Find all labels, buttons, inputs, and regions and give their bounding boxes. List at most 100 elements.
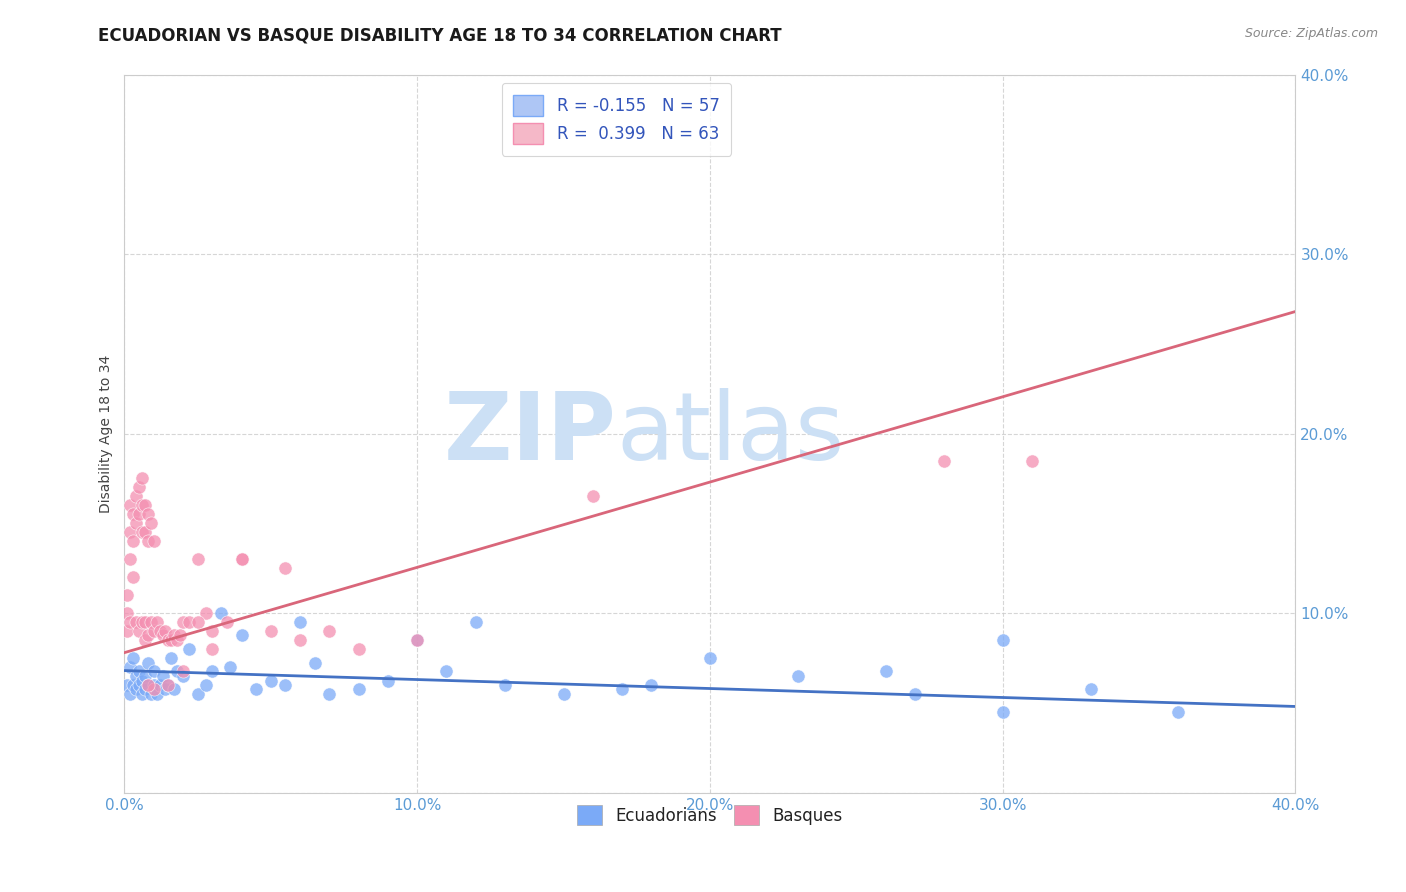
Point	[120, 615, 142, 629]
Point	[260, 624, 283, 638]
Point	[131, 471, 153, 485]
Point	[134, 615, 156, 629]
Point	[172, 615, 194, 629]
Point	[122, 651, 145, 665]
Text: Source: ZipAtlas.com: Source: ZipAtlas.com	[1244, 27, 1378, 40]
Point	[231, 552, 253, 566]
Point	[201, 624, 224, 638]
Point	[209, 606, 232, 620]
Point	[177, 642, 200, 657]
Point	[436, 664, 458, 678]
Point	[131, 615, 153, 629]
Point	[136, 678, 159, 692]
Point	[117, 606, 139, 620]
Point	[139, 615, 162, 629]
Point	[201, 642, 224, 657]
Point	[187, 615, 209, 629]
Point	[128, 480, 150, 494]
Point	[122, 534, 145, 549]
Point	[131, 525, 153, 540]
Point	[172, 664, 194, 678]
Point	[347, 681, 370, 696]
Point	[274, 561, 297, 575]
Point	[160, 651, 183, 665]
Point	[125, 490, 148, 504]
Point	[377, 674, 399, 689]
Point	[318, 624, 340, 638]
Point	[152, 669, 174, 683]
Point	[122, 570, 145, 584]
Point	[117, 588, 139, 602]
Point	[120, 499, 142, 513]
Point	[117, 624, 139, 638]
Point	[166, 633, 188, 648]
Point	[201, 664, 224, 678]
Point	[610, 681, 633, 696]
Point	[157, 633, 180, 648]
Point	[172, 669, 194, 683]
Point	[142, 534, 165, 549]
Point	[134, 669, 156, 683]
Point	[157, 678, 180, 692]
Point	[134, 681, 156, 696]
Point	[163, 628, 186, 642]
Point	[218, 660, 240, 674]
Point	[136, 678, 159, 692]
Point	[288, 615, 311, 629]
Point	[128, 678, 150, 692]
Point	[991, 705, 1014, 719]
Point	[231, 628, 253, 642]
Point	[1080, 681, 1102, 696]
Point	[582, 490, 605, 504]
Point	[699, 651, 721, 665]
Point	[152, 628, 174, 642]
Point	[274, 678, 297, 692]
Point	[128, 664, 150, 678]
Point	[149, 624, 172, 638]
Y-axis label: Disability Age 18 to 34: Disability Age 18 to 34	[100, 354, 114, 513]
Point	[875, 664, 897, 678]
Point	[494, 678, 516, 692]
Point	[195, 678, 218, 692]
Point	[155, 681, 177, 696]
Point	[177, 615, 200, 629]
Point	[136, 657, 159, 671]
Point	[142, 624, 165, 638]
Point	[139, 516, 162, 531]
Point	[231, 552, 253, 566]
Point	[139, 687, 162, 701]
Point	[640, 678, 662, 692]
Point	[406, 633, 429, 648]
Point	[131, 499, 153, 513]
Point	[142, 678, 165, 692]
Point	[136, 628, 159, 642]
Text: atlas: atlas	[616, 388, 845, 480]
Point	[904, 687, 927, 701]
Point	[122, 678, 145, 692]
Point	[125, 669, 148, 683]
Point	[553, 687, 575, 701]
Point	[149, 678, 172, 692]
Point	[1021, 453, 1043, 467]
Point	[122, 508, 145, 522]
Point	[117, 678, 139, 692]
Text: ZIP: ZIP	[443, 388, 616, 480]
Point	[991, 633, 1014, 648]
Point	[406, 633, 429, 648]
Point	[934, 453, 956, 467]
Point	[136, 508, 159, 522]
Point	[155, 624, 177, 638]
Point	[120, 552, 142, 566]
Point	[142, 681, 165, 696]
Point	[136, 534, 159, 549]
Point	[786, 669, 808, 683]
Point	[131, 674, 153, 689]
Point	[464, 615, 486, 629]
Point	[166, 664, 188, 678]
Point	[163, 681, 186, 696]
Point	[131, 687, 153, 701]
Point	[245, 681, 267, 696]
Point	[160, 633, 183, 648]
Point	[120, 660, 142, 674]
Point	[120, 525, 142, 540]
